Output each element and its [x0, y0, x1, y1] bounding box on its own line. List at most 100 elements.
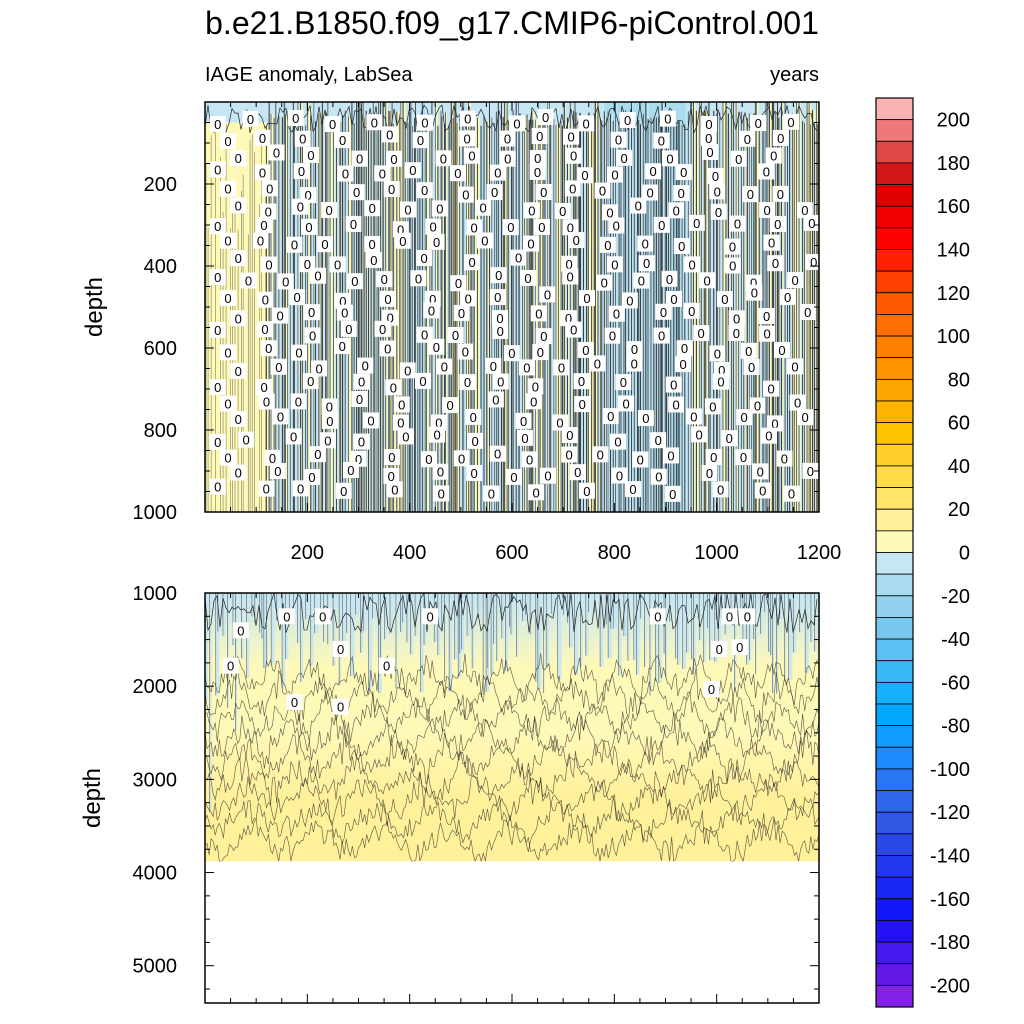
lower-panel-zero-labels: 0 0 0 0 0 000 0 00 000 0 [222, 608, 756, 715]
upper-zero-label-bg [789, 394, 806, 411]
upper-zero-label-bg [522, 235, 539, 252]
upper-zero-label-bg [709, 345, 726, 362]
upper-zero-label: 0 [666, 151, 673, 166]
upper-zero-label-bg [256, 321, 273, 338]
upper-zero-label: 0 [678, 239, 685, 254]
upper-zero-label-bg [475, 199, 492, 216]
lower-streak [227, 593, 229, 709]
upper-zero-label: 0 [295, 346, 302, 361]
upper-zero-label: 0 [388, 450, 395, 465]
upper-zero-label-bg [399, 362, 416, 379]
upper-zero-label: 0 [371, 115, 378, 130]
upper-zero-label: 0 [390, 152, 397, 167]
upper-zero-label: 0 [566, 448, 573, 463]
upper-zero-label-bg [410, 270, 427, 287]
upper-zero-label: 0 [540, 329, 547, 344]
lower-contour-line [205, 690, 819, 744]
lower-streak [644, 593, 647, 668]
upper-zero-label-bg [483, 485, 500, 502]
upper-zero-label: 0 [464, 111, 471, 126]
upper-zero-label: 0 [695, 427, 702, 442]
colorbar-box [875, 184, 914, 207]
upper-zero-label-bg [630, 197, 647, 214]
x-tick-label: 800 [598, 542, 631, 564]
upper-zero-label-bg [379, 290, 396, 307]
upper-zero-label-bg [304, 327, 321, 344]
upper-zero-label: 0 [524, 271, 531, 286]
upper-zero-label-bg [592, 446, 609, 463]
upper-zero-label: 0 [721, 292, 728, 307]
upper-zero-label: 0 [379, 166, 386, 181]
upper-zero-label: 0 [729, 240, 736, 255]
upper-zero-label: 0 [458, 451, 465, 466]
y-tick-label: 200 [144, 174, 177, 196]
upper-zero-label: 0 [559, 204, 566, 219]
upper-streak [322, 102, 325, 512]
upper-zero-label-bg [230, 310, 247, 327]
upper-zero-label-bg [716, 291, 733, 308]
upper-streak [297, 102, 299, 512]
upper-zero-label: 0 [710, 450, 717, 465]
upper-streak [775, 111, 778, 512]
upper-zero-label-bg [535, 328, 552, 345]
upper-zero-label: 0 [544, 469, 551, 484]
colorbar-tick-label: 40 [948, 456, 970, 478]
upper-zero-label-bg [685, 408, 702, 425]
colorbar-box [875, 400, 914, 424]
upper-zero-label: 0 [650, 164, 657, 179]
upper-streak [480, 125, 484, 512]
upper-zero-label-bg [743, 359, 760, 376]
upper-zero-label: 0 [733, 326, 740, 341]
upper-zero-label: 0 [735, 152, 742, 167]
upper-zero-label: 0 [759, 483, 766, 498]
lower-streak [718, 593, 722, 646]
upper-zero-label-bg [787, 358, 804, 375]
upper-zero-label-bg [383, 467, 400, 484]
upper-zero-label: 0 [235, 466, 242, 481]
upper-zero-label-bg [563, 128, 580, 145]
lower-streak [285, 593, 289, 660]
colorbar-tick-label: -160 [930, 889, 970, 911]
upper-zero-label: 0 [339, 294, 346, 309]
upper-zero-label-bg [752, 463, 769, 480]
upper-streak [634, 114, 636, 512]
upper-zero-label-bg [569, 464, 586, 481]
upper-zero-label: 0 [297, 481, 304, 496]
upper-zero-label-bg [759, 325, 776, 342]
lower-streak [477, 593, 482, 619]
x-tick-label: 1200 [797, 542, 842, 564]
upper-zero-label: 0 [583, 484, 590, 499]
upper-zero-label: 0 [693, 216, 700, 231]
upper-streak [327, 102, 331, 512]
upper-zero-label-bg [457, 343, 474, 360]
upper-zero-label-bg [261, 180, 278, 197]
upper-zero-label-bg [773, 341, 790, 358]
upper-panel: 0 0 0 0 0 0 0 0 0 0 0 0 0 0 00 0 0 0 0 0 0 0 0 0 0 0 0 0 00 0 0 0 0 0 0 0 0 0… [81, 101, 842, 564]
upper-zero-label: 0 [367, 413, 374, 428]
upper-zero-label: 0 [224, 451, 231, 466]
upper-zero-label: 0 [763, 203, 770, 218]
upper-zero-label: 0 [637, 452, 644, 467]
lower-zero-label: 0 [283, 609, 290, 624]
upper-streak [682, 125, 684, 512]
upper-zero-label-bg [750, 115, 767, 132]
upper-zero-label-bg [573, 373, 590, 390]
upper-streak [477, 117, 480, 512]
upper-zero-label: 0 [235, 311, 242, 326]
upper-zero-label-bg [489, 289, 506, 306]
upper-zero-label: 0 [673, 397, 680, 412]
colorbar-box [875, 97, 914, 121]
lower-streak [716, 593, 721, 620]
colorbar-box [875, 768, 914, 791]
upper-zero-label-bg [632, 451, 649, 468]
upper-streak [371, 119, 373, 512]
upper-zero-label-bg [537, 109, 554, 126]
upper-zero-label-bg [776, 450, 793, 467]
upper-streak [392, 102, 395, 512]
upper-zero-label: 0 [297, 200, 304, 215]
lower-streak [525, 593, 529, 615]
upper-zero-label-bg [705, 448, 722, 465]
upper-streak [719, 112, 721, 512]
lower-streak [764, 593, 768, 612]
